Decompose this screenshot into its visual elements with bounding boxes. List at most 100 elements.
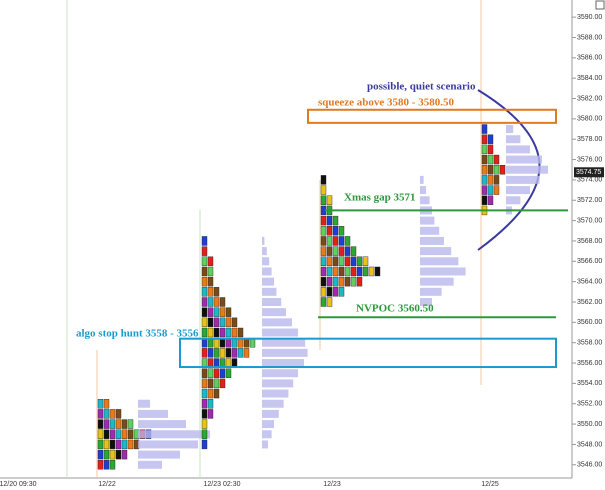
tpo [201,287,208,297]
tpo [207,399,214,409]
tpo [481,175,488,185]
volume-bar [262,409,279,418]
tpo [326,236,333,246]
tpo [356,256,363,266]
volume-bar [420,267,466,276]
tpo [320,246,327,256]
tpo [213,297,220,307]
tpo [115,449,122,460]
tpo [121,449,128,460]
tpo [231,327,238,338]
y-tick-label: 3576.00 [577,156,602,163]
tpo [219,307,226,317]
tpo [237,348,244,358]
tpo [201,297,208,307]
volume-bar [262,399,284,408]
hunt-box [179,337,557,369]
tpo [201,307,208,317]
tpo [338,266,345,277]
tpo [320,226,327,236]
tpo [487,175,494,185]
tpo [207,266,214,277]
tpo [481,165,488,175]
volume-bar [262,328,298,337]
y-tick-label: 3568.00 [577,238,602,245]
tpo [219,348,226,358]
tpo [231,317,238,328]
volume-bar [262,440,268,449]
tpo [338,236,345,246]
y-tick-label: 3590.00 [577,14,602,21]
tpo [97,439,104,450]
tpo [481,154,488,165]
tpo [213,287,220,297]
x-tick-label: 12/22 [98,481,116,488]
tpo [219,327,226,338]
tpo [201,256,208,266]
tpo [493,154,500,165]
volume-bar [262,379,294,388]
tpo [97,449,104,460]
tpo [207,307,214,317]
tpo [326,287,333,297]
tpo [115,439,122,450]
tpo [356,276,363,287]
volume-bar [506,155,542,164]
tpo [350,256,357,266]
tpo [225,368,232,378]
tpo [207,368,214,378]
volume-bar [262,257,270,266]
tpo [320,195,327,205]
volume-bar [262,277,274,286]
volume-bar [420,196,430,205]
y-tick-label: 3588.00 [577,34,602,41]
tpo [320,297,327,307]
tpo [499,165,506,175]
tpo [213,378,220,389]
tpo [201,246,208,256]
y-tick-label: 3560.00 [577,319,602,326]
tpo [231,348,238,358]
volume-bar [506,125,514,134]
scenario-label: possible, quiet scenario [367,81,476,93]
y-tick-label: 3578.00 [577,136,602,143]
volume-bar [138,440,198,449]
tpo [487,195,494,205]
tpo [338,276,345,287]
tpo [97,419,104,429]
tpo [97,460,104,470]
volume-bar [138,460,162,469]
volume-bar [138,399,150,408]
y-tick-label: 3546.00 [577,462,602,469]
tpo [201,388,208,399]
tpo [344,256,351,266]
tpo [332,256,339,266]
tpo [121,419,128,429]
tpo [201,439,208,450]
tpo [219,297,226,307]
tpo [115,429,122,439]
hunt-label: algo stop hunt 3558 - 3556 [76,328,199,340]
tpo [103,439,110,450]
volume-bar [420,297,432,306]
tpo [219,317,226,328]
tpo [326,297,333,307]
tpo [207,297,214,307]
tpo [201,409,208,419]
tpo [201,266,208,277]
tpo [326,215,333,226]
volume-bar [262,389,289,398]
tpo [237,327,244,338]
tpo [332,276,339,287]
tpo [121,439,128,450]
volume-bar [420,236,444,245]
tpo [207,348,214,358]
volume-bar [506,165,548,174]
close-button[interactable] [595,0,605,10]
tpo [338,287,345,297]
x-tick-label: 12/23 02:30 [204,481,241,488]
volume-bar [420,216,435,225]
tpo [201,317,208,328]
tpo [481,124,488,134]
